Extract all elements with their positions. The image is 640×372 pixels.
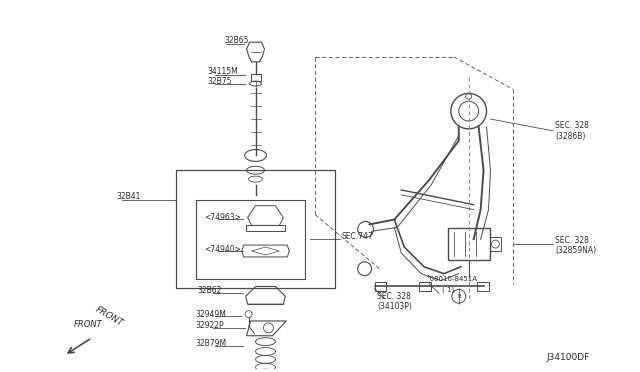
Text: SEC. 328: SEC. 328 [378, 292, 412, 301]
Text: (3286B): (3286B) [555, 132, 586, 141]
Text: SEC. 328: SEC. 328 [555, 236, 589, 245]
Text: <74940>: <74940> [204, 244, 241, 254]
Text: <74963>: <74963> [204, 213, 241, 222]
Bar [448, 228, 490, 260]
Text: J34100DF: J34100DF [546, 353, 589, 362]
Text: (34103P): (34103P) [378, 302, 412, 311]
Bar [419, 282, 431, 291]
Text: 32B41: 32B41 [116, 192, 141, 201]
Text: B: B [458, 294, 461, 299]
Text: 32B75: 32B75 [207, 77, 232, 86]
Text: FRONT: FRONT [74, 320, 103, 329]
Text: 32922P: 32922P [195, 321, 224, 330]
Text: 32B62: 32B62 [197, 286, 221, 295]
Text: ( 1): ( 1) [442, 286, 454, 293]
Bar [176, 170, 335, 288]
Bar [196, 200, 305, 279]
Text: 32949M: 32949M [195, 310, 226, 318]
Bar [251, 74, 260, 81]
Text: 32B79M: 32B79M [195, 339, 226, 348]
Text: 32B65: 32B65 [225, 36, 250, 45]
Text: (32859NA): (32859NA) [555, 246, 596, 254]
Bar [477, 282, 488, 291]
Text: SEC. 328: SEC. 328 [555, 121, 589, 131]
Text: 34115M: 34115M [207, 67, 237, 76]
Text: SEC.747: SEC.747 [342, 232, 374, 241]
Text: FRONT: FRONT [94, 305, 125, 328]
Bar [490, 237, 501, 251]
Text: °08010-8451A: °08010-8451A [426, 276, 477, 282]
Bar [374, 282, 387, 291]
